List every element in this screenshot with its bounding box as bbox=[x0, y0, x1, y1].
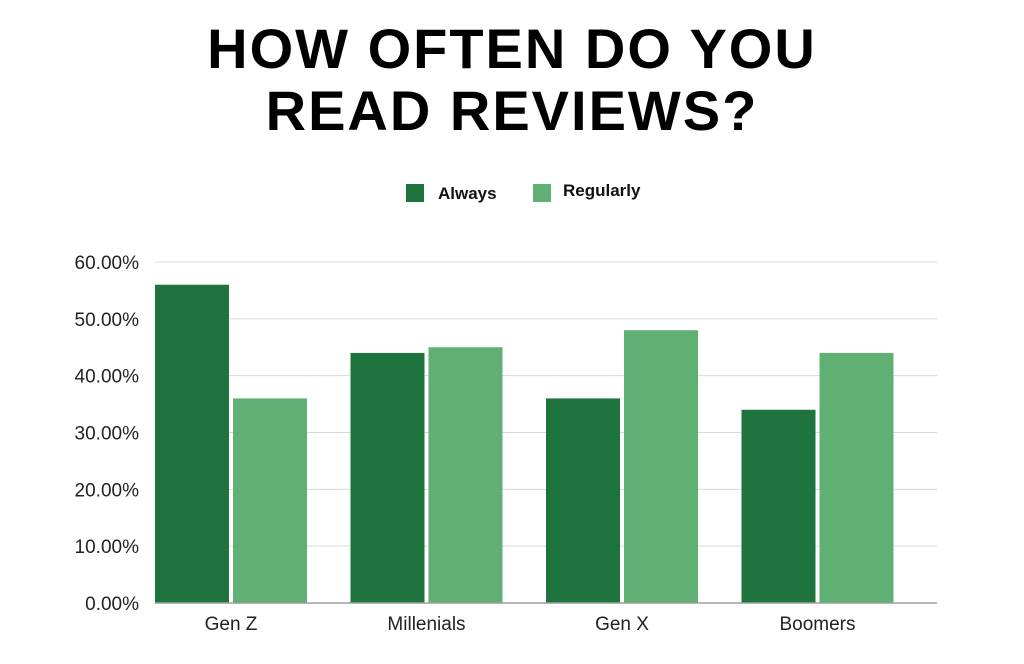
y-tick-label: 20.00% bbox=[75, 480, 140, 501]
y-tick-label: 30.00% bbox=[75, 424, 140, 445]
x-tick-label: Boomers bbox=[779, 614, 855, 635]
bars bbox=[155, 284, 894, 603]
chart-legend: Always Regularly bbox=[406, 181, 641, 203]
y-tick-label: 50.00% bbox=[75, 310, 140, 331]
x-tick-label: Gen Z bbox=[205, 614, 258, 635]
legend-swatch-always bbox=[406, 184, 424, 202]
bar-always-gen-x bbox=[546, 398, 620, 603]
chart-title: HOW OFTEN DO YOU READ REVIEWS? bbox=[0, 18, 1024, 142]
y-axis-tick-labels: 0.00% 10.00% 20.00% 30.00% 40.00% 50.00% 60.00… bbox=[75, 253, 140, 615]
x-axis-tick-labels: Gen Z Millenials Gen X Boomers bbox=[205, 614, 856, 635]
x-tick-label: Gen X bbox=[595, 614, 649, 635]
y-tick-label: 60.00% bbox=[75, 253, 140, 274]
bar-always-boomers bbox=[741, 409, 816, 603]
x-tick-label: Millenials bbox=[387, 614, 465, 635]
legend-label-regularly: Regularly bbox=[563, 181, 641, 200]
bar-regularly-millenials bbox=[428, 347, 503, 603]
y-tick-label: 0.00% bbox=[85, 594, 139, 615]
y-tick-label: 40.00% bbox=[75, 367, 140, 388]
y-tick-label: 10.00% bbox=[75, 537, 140, 558]
legend-swatch-regularly bbox=[533, 184, 551, 202]
bar-regularly-gen-z bbox=[233, 398, 307, 603]
bar-regularly-boomers bbox=[819, 352, 894, 603]
bar-always-millenials bbox=[350, 352, 425, 603]
chart-title-line-2: READ REVIEWS? bbox=[265, 79, 759, 142]
chart-title-line-1: HOW OFTEN DO YOU bbox=[207, 17, 817, 80]
bar-always-gen-z bbox=[155, 284, 229, 603]
legend-label-always: Always bbox=[438, 184, 497, 203]
bar-regularly-gen-x bbox=[624, 330, 698, 603]
